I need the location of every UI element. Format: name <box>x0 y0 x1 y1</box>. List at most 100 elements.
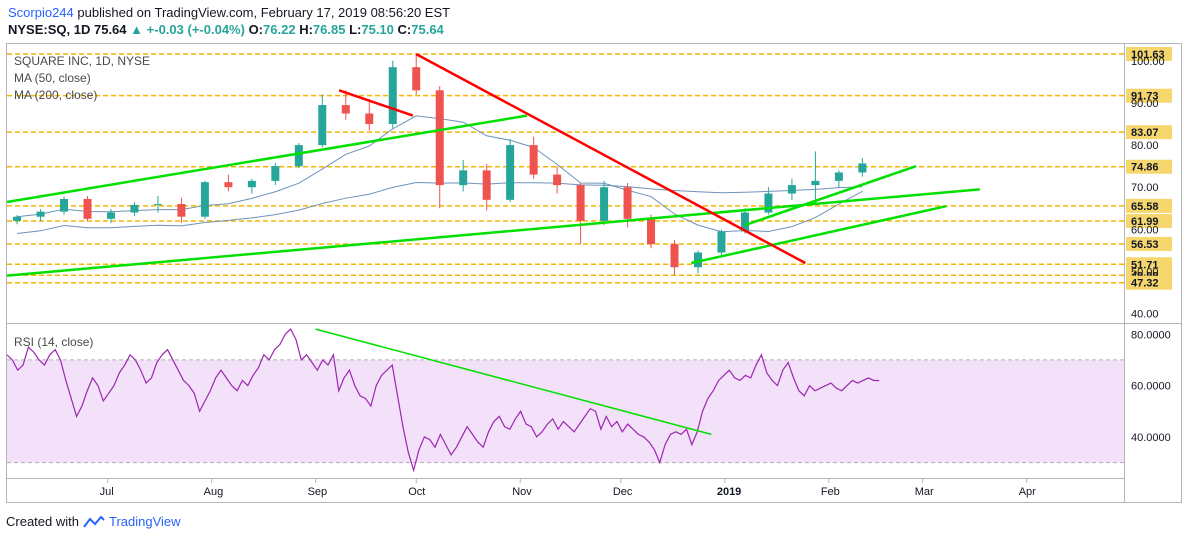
candle-body <box>412 67 421 91</box>
candlestick-series <box>13 54 867 276</box>
rsi-tick-label: 60.0000 <box>1131 381 1171 393</box>
last-price: 75.64 <box>93 22 127 37</box>
candle-body <box>623 187 632 219</box>
candle-body <box>435 90 444 186</box>
level-tag <box>1126 46 1172 61</box>
price-tick-label: 80.00 <box>1131 140 1159 152</box>
candle-body <box>693 252 702 268</box>
level-tag <box>1126 198 1172 213</box>
candle-body <box>740 212 749 232</box>
candle-body <box>459 170 468 186</box>
level-tag <box>1126 275 1172 290</box>
footer: Created with TradingView <box>6 514 181 529</box>
candle-body <box>787 185 796 194</box>
price-change: +-0.03 (+-0.04%) <box>146 22 245 37</box>
level-tag <box>1126 159 1172 174</box>
chart-frame <box>6 43 1182 503</box>
trendline-rising <box>744 164 917 227</box>
price-tick-label: 100.00 <box>1131 56 1165 68</box>
candle-body <box>717 231 726 253</box>
time-tick-label: Sep <box>308 486 328 498</box>
candle-body <box>130 204 139 213</box>
rsi-label: RSI (14, close) <box>14 335 93 349</box>
candle-body <box>200 182 209 217</box>
candle-body <box>153 204 162 206</box>
time-axis: Jul Aug Sep Oct Nov Dec 2019 Feb Mar Apr <box>100 478 1036 498</box>
price-axis: 40.00 50.00 60.00 70.00 80.00 90.00 100.00 <box>1131 56 1165 321</box>
publish-info: published on TradingView.com, February 1… <box>77 5 451 20</box>
close-value: 75.64 <box>411 22 444 37</box>
chart-title: SQUARE INC, 1D, NYSE <box>14 54 150 68</box>
candle-body <box>271 166 280 181</box>
level-tag <box>1126 125 1172 140</box>
candle-body <box>36 211 45 217</box>
tradingview-logo-icon <box>83 515 105 528</box>
ma50-label: MA (50, close) <box>14 71 91 85</box>
rsi-divergence-line <box>315 328 712 436</box>
low-value: 75.10 <box>361 22 394 37</box>
ohlc-line: NYSE:SQ, 1D 75.64 ▲ +-0.03 (+-0.04%) O:7… <box>8 22 444 37</box>
created-with-label: Created with <box>6 514 79 529</box>
candle-body <box>365 113 374 125</box>
candle-body <box>576 185 585 221</box>
rsi-band <box>7 359 1124 463</box>
symbol-label: NYSE:SQ, 1D <box>8 22 91 37</box>
level-tag <box>1126 213 1172 228</box>
ma200-label: MA (200, close) <box>14 88 97 102</box>
candle-body <box>13 216 22 221</box>
time-tick-label: 2019 <box>717 486 741 498</box>
rsi-tick-label: 80.0000 <box>1131 329 1171 341</box>
candle-body <box>670 244 679 268</box>
candle-body <box>553 174 562 186</box>
candle-body <box>247 180 256 188</box>
time-tick-label: Jul <box>100 486 114 498</box>
trendline-support <box>691 204 947 265</box>
author-link[interactable]: Scorpio244 <box>8 5 74 20</box>
time-tick-label: Apr <box>1019 486 1036 498</box>
candle-body <box>106 212 115 219</box>
price-tick-label: 40.00 <box>1131 309 1159 321</box>
tradingview-brand[interactable]: TradingView <box>108 514 181 529</box>
level-tag-label: 83.07 <box>1131 127 1159 139</box>
trendline-downtrend <box>415 53 806 265</box>
rsi-line <box>6 328 880 473</box>
candle-body <box>482 170 491 200</box>
candle-body <box>224 182 233 188</box>
level-tag-label: 56.53 <box>1131 239 1159 251</box>
candle-body <box>318 105 327 146</box>
candle-body <box>764 193 773 213</box>
candle-body <box>177 204 186 217</box>
publish-line: Scorpio244 published on TradingView.com,… <box>8 5 450 20</box>
level-tag-label: 101.63 <box>1131 49 1165 61</box>
price-tick-label: 60.00 <box>1131 224 1159 236</box>
candle-body <box>858 163 867 173</box>
time-tick-label: Aug <box>204 486 224 498</box>
level-tag-label: 91.73 <box>1131 91 1159 103</box>
trendline-lower-channel <box>6 188 980 277</box>
candle-body <box>600 187 609 221</box>
candle-body <box>388 67 397 125</box>
level-tag-label: 51.71 <box>1131 259 1159 271</box>
candle-body <box>834 172 843 181</box>
price-tick-label: 70.00 <box>1131 182 1159 194</box>
open-value: 76.22 <box>263 22 296 37</box>
price-tick-label: 90.00 <box>1131 98 1159 110</box>
level-tag-label: 61.99 <box>1131 216 1159 228</box>
high-value: 76.85 <box>312 22 346 37</box>
trendlines <box>6 53 980 277</box>
candle-body <box>506 145 515 200</box>
level-tag-label: 47.32 <box>1131 278 1159 290</box>
trendline-upper-channel <box>6 114 528 204</box>
rsi-axis: 80.0000 60.0000 40.0000 <box>1131 329 1171 444</box>
candle-body <box>83 199 92 219</box>
candle-body <box>60 199 69 212</box>
trendline-sep-pullback <box>338 89 414 117</box>
rsi-series <box>6 328 880 473</box>
time-tick-label: Mar <box>915 486 934 498</box>
candle-body <box>811 180 820 186</box>
level-tag-label: 74.86 <box>1131 162 1159 174</box>
candle-body <box>294 145 303 167</box>
level-tag <box>1126 257 1172 272</box>
candle-body <box>647 218 656 245</box>
